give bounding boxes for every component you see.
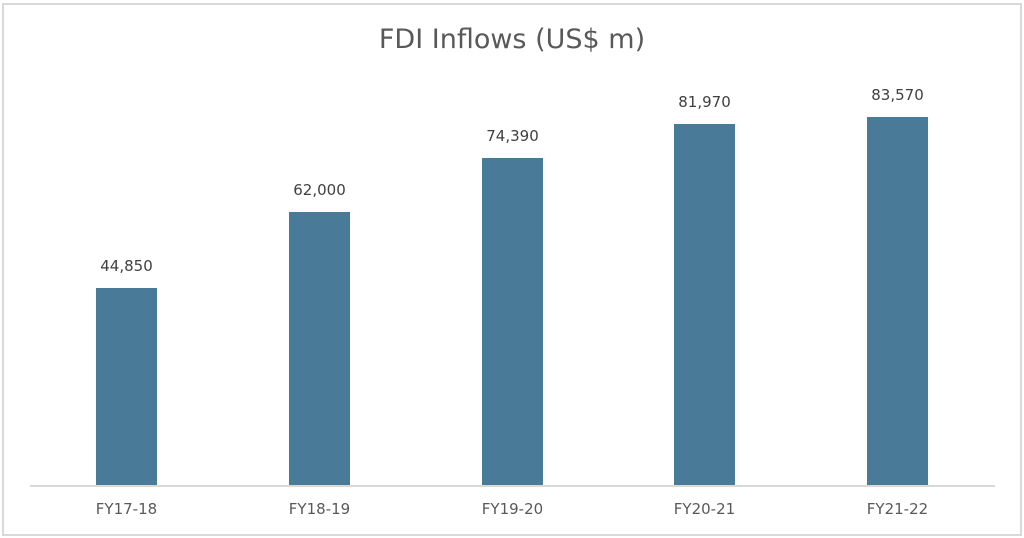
x-tick-label: FY21-22 (866, 500, 929, 518)
chart-frame (2, 3, 1022, 536)
data-label: 62,000 (293, 181, 346, 199)
bar (867, 117, 928, 486)
x-tick-label: FY20-21 (673, 500, 736, 518)
chart-title: FDI Inflows (US$ m) (378, 24, 646, 55)
x-tick-label: FY19-20 (481, 500, 544, 518)
bar (96, 288, 157, 486)
data-label: 74,390 (486, 127, 539, 145)
data-label: 83,570 (871, 86, 924, 104)
x-tick-label: FY18-19 (288, 500, 351, 518)
data-label: 81,970 (678, 93, 731, 111)
bar (289, 212, 350, 486)
x-axis-line (30, 485, 995, 487)
data-label: 44,850 (100, 257, 153, 275)
bar (482, 158, 543, 486)
x-tick-label: FY17-18 (95, 500, 158, 518)
bar (674, 124, 735, 486)
